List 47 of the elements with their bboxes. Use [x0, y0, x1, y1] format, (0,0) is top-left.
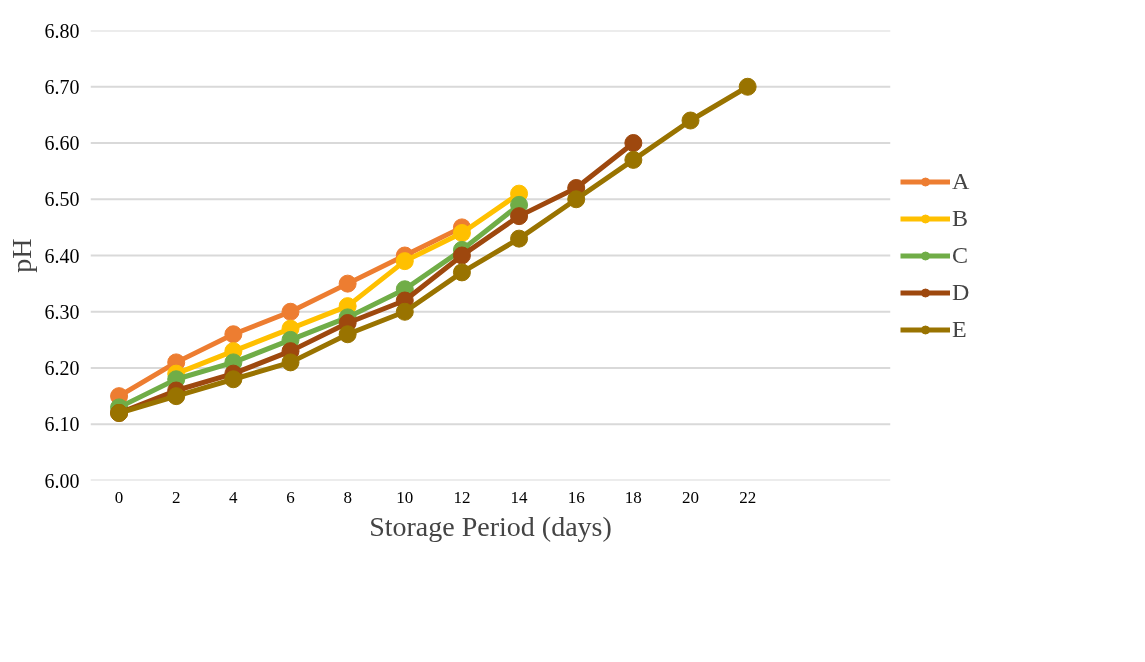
y-tick-label: 6.80	[44, 19, 80, 42]
y-tick-label: 6.20	[44, 357, 80, 379]
point	[281, 302, 300, 321]
legend-label: A	[952, 167, 971, 195]
legend-label: E	[952, 315, 968, 343]
point	[395, 252, 414, 271]
x-tick-label: 20	[682, 487, 699, 507]
x-tick-label: 16	[567, 487, 585, 507]
point	[624, 134, 643, 152]
legend-label: D	[952, 278, 971, 306]
y-tick-label: 6.70	[44, 75, 80, 98]
y-axis-title: pH	[5, 238, 37, 273]
point	[567, 190, 586, 209]
x-tick-label: 14	[510, 487, 529, 507]
x-tick-label: 18	[624, 487, 642, 507]
x-tick-label: 22	[739, 487, 757, 507]
y-tick-label: 6.40	[44, 244, 80, 267]
legend-label: C	[952, 241, 969, 269]
point	[681, 111, 700, 130]
x-tick-label: 10	[396, 487, 414, 507]
point	[395, 302, 414, 321]
point	[338, 274, 357, 293]
y-tick-label: 6.30	[44, 300, 80, 323]
legend-label: B	[952, 204, 969, 232]
y-tick-label: 6.00	[44, 469, 80, 492]
point	[224, 325, 243, 344]
point	[338, 325, 357, 344]
x-tick-label: 2	[171, 487, 181, 507]
x-tick-label: 4	[229, 487, 239, 507]
x-tick-label: 6	[286, 487, 295, 507]
x-tick-label: 8	[343, 487, 352, 507]
y-tick-label: 6.60	[44, 132, 80, 154]
point	[510, 207, 529, 226]
x-axis-title: Storage Period (days)	[369, 510, 612, 542]
point	[452, 246, 471, 265]
point	[224, 370, 243, 389]
point	[452, 263, 471, 282]
x-tick-label: 0	[114, 487, 124, 507]
y-tick-label: 6.10	[44, 413, 80, 436]
point	[624, 150, 643, 169]
point	[167, 387, 186, 406]
point	[738, 77, 757, 96]
point	[281, 353, 300, 372]
x-tick-label: 12	[453, 487, 471, 507]
point	[510, 229, 529, 248]
point	[452, 224, 471, 242]
y-tick-label: 6.50	[44, 188, 80, 211]
